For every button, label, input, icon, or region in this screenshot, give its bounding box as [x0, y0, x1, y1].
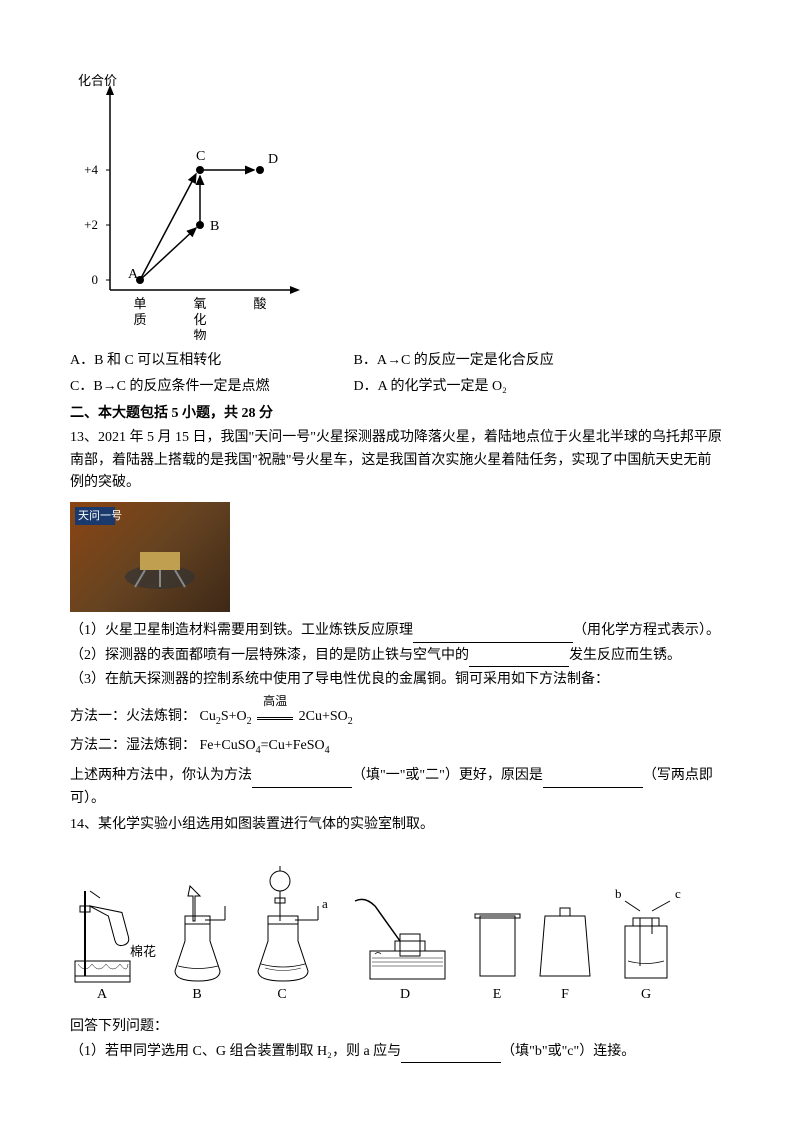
apparatus-diagram: 棉花 A B a C [70, 846, 710, 1006]
svg-text:质: 质 [133, 312, 146, 327]
q13-method1: 方法一：火法炼铜： Cu2S+O2 高温 2Cu+SO2 [70, 706, 724, 730]
label-b-tube: b [615, 886, 622, 901]
apparatus-a [75, 891, 130, 982]
ytick-2: +2 [84, 217, 98, 232]
apparatus-d [355, 900, 445, 980]
method1-left: Cu2S+O2 [200, 709, 252, 724]
ytick-0: 0 [92, 272, 99, 287]
xcat-0: 单 [133, 296, 146, 311]
reaction-arrow: 高温 [257, 706, 293, 728]
blank-q14-1[interactable] [401, 1047, 501, 1063]
blank-q13-3b[interactable] [543, 772, 643, 788]
mars-rover-image: 天问一号 [70, 502, 230, 612]
option-d: D．A 的化学式一定是 O₂ [354, 376, 507, 398]
q14-part1: （1）若甲同学选用 C、G 组合装置制取 H₂，则 a 应与（填"b"或"c"）… [70, 1041, 724, 1063]
blank-q13-1[interactable] [413, 627, 573, 643]
point-a-label: A [128, 267, 139, 282]
svg-text:化: 化 [193, 312, 206, 327]
q13-intro: 13、2021 年 5 月 15 日，我国"天问一号"火星探测器成功降落火星，着… [70, 427, 724, 494]
apparatus-e [475, 914, 520, 976]
apparatus-label-b: B [192, 987, 201, 1002]
label-a-tube: a [322, 896, 328, 911]
q14-answer-header: 回答下列问题： [70, 1016, 724, 1038]
apparatus-label-a: A [97, 987, 108, 1002]
point-b-label: B [210, 219, 219, 234]
q13-part3: （3）在航天探测器的控制系统中使用了导电性优良的金属铜。铜可采用如下方法制备： [70, 669, 724, 691]
q13-part1: （1）火星卫星制造材料需要用到铁。工业炼铁反应原理（用化学方程式表示）。 [70, 620, 724, 642]
blank-q13-3a[interactable] [252, 772, 352, 788]
y-axis-label: 化合价 [78, 73, 117, 88]
xcat-1: 氧 [193, 296, 206, 311]
q13-compare: 上述两种方法中，你认为方法（填"一"或"二"）更好，原因是（写两点即可）。 [70, 765, 724, 810]
point-c-label: C [196, 149, 205, 164]
apparatus-b [175, 886, 225, 981]
point-d-label: D [268, 152, 278, 167]
apparatus-label-c: C [277, 987, 286, 1002]
apparatus-f [540, 908, 590, 976]
svg-text:物: 物 [193, 328, 206, 340]
cotton-label: 棉花 [130, 944, 156, 959]
options-row-1: A．B 和 C 可以互相转化 B．A→C 的反应一定是化合反应 [70, 350, 724, 372]
apparatus-label-f: F [561, 987, 569, 1002]
q14-intro: 14、某化学实验小组选用如图装置进行气体的实验室制取。 [70, 814, 724, 836]
valence-chart: 0 +2 +4 化合价 单 质 氧 化 物 酸 A B C D [70, 60, 310, 340]
xcat-2: 酸 [253, 296, 266, 311]
apparatus-label-d: D [400, 987, 410, 1002]
option-c: C．B→C 的反应条件一定是点燃 [70, 376, 350, 398]
option-b: B．A→C 的反应一定是化合反应 [354, 350, 554, 372]
label-c-tube: c [675, 886, 681, 901]
option-a: A．B 和 C 可以互相转化 [70, 350, 350, 372]
options-row-2: C．B→C 的反应条件一定是点燃 D．A 的化学式一定是 O₂ [70, 376, 724, 398]
chart-svg: 0 +2 +4 化合价 单 质 氧 化 物 酸 A B C D [70, 60, 310, 340]
blank-q13-2[interactable] [469, 651, 569, 667]
apparatus-g [625, 901, 670, 978]
section-2-header: 二、本大题包括 5 小题，共 28 分 [70, 403, 724, 425]
q13-method2: 方法二：湿法炼铜： Fe+CuSO4=Cu+FeSO4 [70, 735, 724, 759]
apparatus-c [258, 866, 318, 981]
q13-part2: （2）探测器的表面都喷有一层特殊漆，目的是防止铁与空气中的发生反应而生锈。 [70, 645, 724, 667]
apparatus-label-e: E [493, 987, 502, 1002]
method2-eq: Fe+CuSO4=Cu+FeSO4 [200, 738, 330, 753]
apparatus-label-g: G [641, 987, 651, 1002]
ytick-4: +4 [84, 162, 98, 177]
method1-right: 2Cu+SO2 [299, 709, 353, 724]
